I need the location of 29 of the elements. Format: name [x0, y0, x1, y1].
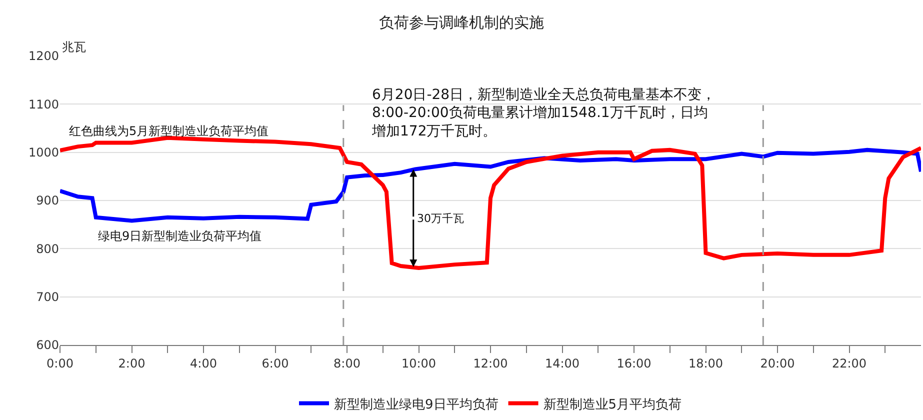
annotation: 绿电9日新型制造业负荷平均值	[98, 229, 262, 243]
x-tick-label: 14:00	[544, 356, 580, 370]
y-tick-label: 1100	[28, 97, 59, 112]
x-tick-label: 18:00	[688, 356, 724, 370]
annotation: 6月20日-28日，新型制造业全天总负荷电量基本不变，8:00-20:00负荷电量累计增加1548.1万千瓦时，日均增加172万千瓦时。	[371, 87, 716, 140]
x-tick-label: 2:00	[118, 356, 146, 370]
x-tick-label: 22:00	[832, 356, 867, 370]
y-tick-label: 1200	[28, 49, 59, 64]
x-tick-label: 8:00	[334, 356, 360, 370]
legend-label: 新型制造业5月平均负荷	[543, 397, 682, 412]
y-tick-label: 800	[36, 242, 59, 256]
x-tick-label: 16:00	[616, 356, 652, 370]
x-tick-label: 20:00	[760, 356, 795, 370]
x-tick-label: 6:00	[262, 356, 289, 370]
annotation: 30万千瓦	[417, 212, 464, 225]
y-tick-label: 1000	[28, 146, 59, 160]
x-tick-label: 4:00	[190, 356, 217, 370]
x-tick-label: 12:00	[473, 356, 508, 370]
y-tick-label: 700	[36, 290, 59, 304]
y-tick-label: 900	[36, 194, 59, 208]
annotation: 红色曲线为5月新型制造业负荷平均值	[69, 124, 269, 138]
chart-title: 负荷参与调峰机制的实施	[379, 13, 544, 32]
x-tick-label: 10:00	[401, 356, 436, 370]
y-axis-title: 兆瓦	[62, 40, 86, 54]
x-tick-label: 0:00	[46, 356, 74, 370]
line-series	[60, 148, 921, 223]
line-series	[60, 136, 921, 270]
legend-label: 新型制造业绿电9日平均负荷	[334, 397, 498, 412]
y-tick-label: 600	[36, 338, 59, 352]
